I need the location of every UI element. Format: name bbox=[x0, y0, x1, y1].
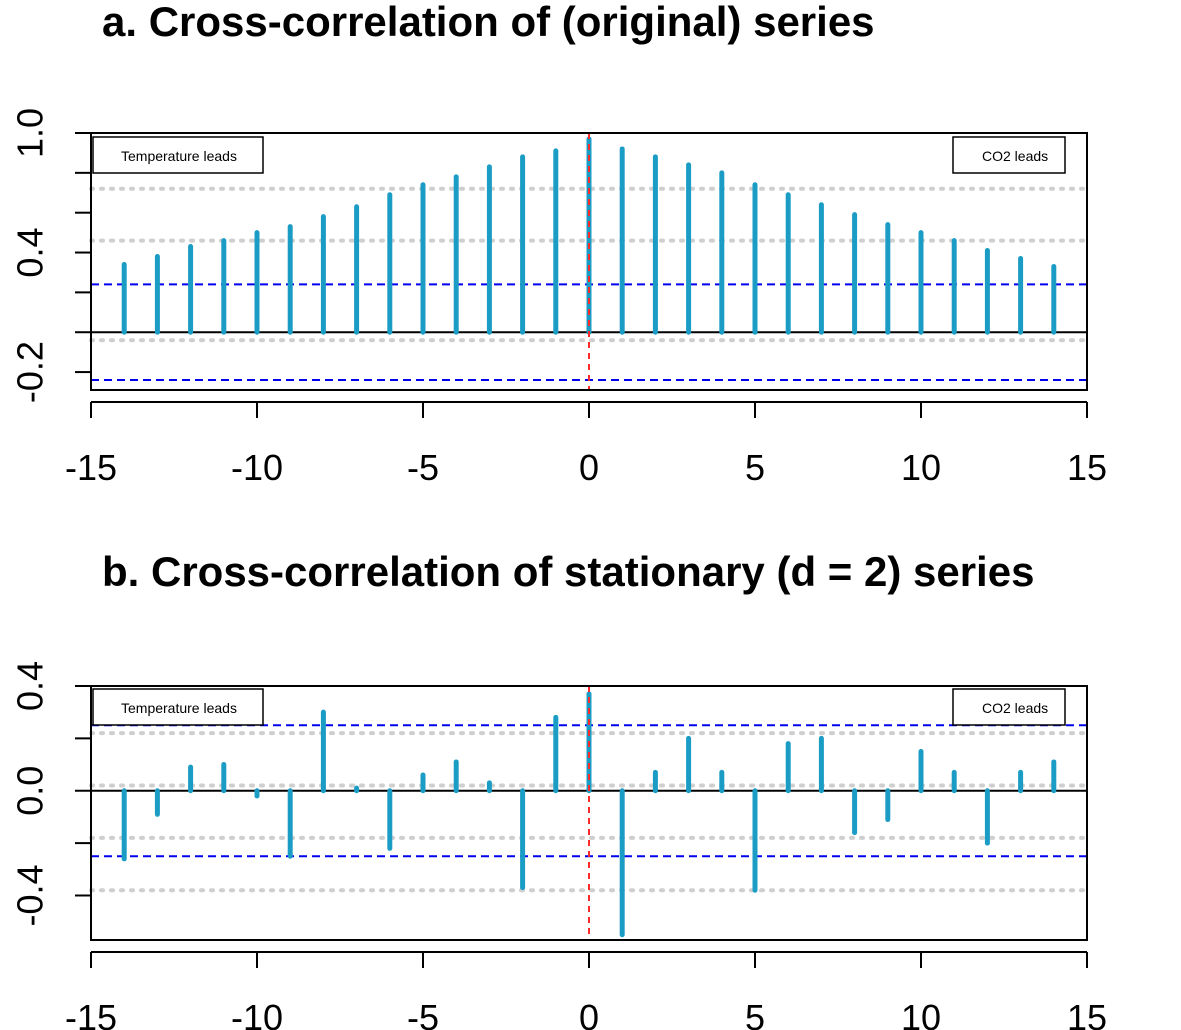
x-tick-label: 0 bbox=[579, 997, 599, 1030]
y-tick-label: 0.0 bbox=[10, 766, 51, 816]
x-tick-label: 5 bbox=[745, 447, 765, 488]
x-tick-label: -15 bbox=[65, 997, 117, 1030]
x-tick-label: -10 bbox=[231, 447, 283, 488]
x-tick-label: 10 bbox=[901, 447, 941, 488]
legend-label-left: Temperature leads bbox=[121, 700, 237, 716]
panel-b: b. Cross-correlation of stationary (d = … bbox=[10, 548, 1108, 1030]
legend-box-left bbox=[92, 136, 264, 174]
panel-a: a. Cross-correlation of (original) serie… bbox=[10, 0, 1108, 488]
legend-box-left bbox=[92, 688, 264, 726]
x-tick-label: -15 bbox=[65, 447, 117, 488]
x-tick-label: 5 bbox=[745, 997, 765, 1030]
legend-box-right bbox=[952, 136, 1066, 174]
y-tick-label: 0.4 bbox=[10, 228, 51, 278]
plot-frame bbox=[90, 132, 1088, 391]
legend-label-right: CO2 leads bbox=[982, 148, 1048, 164]
x-tick-label: -10 bbox=[231, 997, 283, 1030]
x-tick-label: -5 bbox=[407, 997, 439, 1030]
x-tick-label: 10 bbox=[901, 997, 941, 1030]
x-tick-label: 15 bbox=[1067, 997, 1107, 1030]
legend-label-right: CO2 leads bbox=[982, 700, 1048, 716]
y-tick-label: -0.4 bbox=[10, 864, 51, 926]
plot-frame bbox=[90, 685, 1088, 941]
x-tick-label: 15 bbox=[1067, 447, 1107, 488]
legend-label-left: Temperature leads bbox=[121, 148, 237, 164]
y-tick-label: -0.2 bbox=[10, 341, 51, 403]
y-tick-label: 1.0 bbox=[10, 108, 51, 158]
chart-title: a. Cross-correlation of (original) serie… bbox=[102, 0, 875, 45]
y-tick-label: 0.4 bbox=[10, 661, 51, 711]
legend-box-right bbox=[952, 688, 1066, 726]
x-tick-label: 0 bbox=[579, 447, 599, 488]
chart-title: b. Cross-correlation of stationary (d = … bbox=[102, 548, 1034, 595]
x-tick-label: -5 bbox=[407, 447, 439, 488]
